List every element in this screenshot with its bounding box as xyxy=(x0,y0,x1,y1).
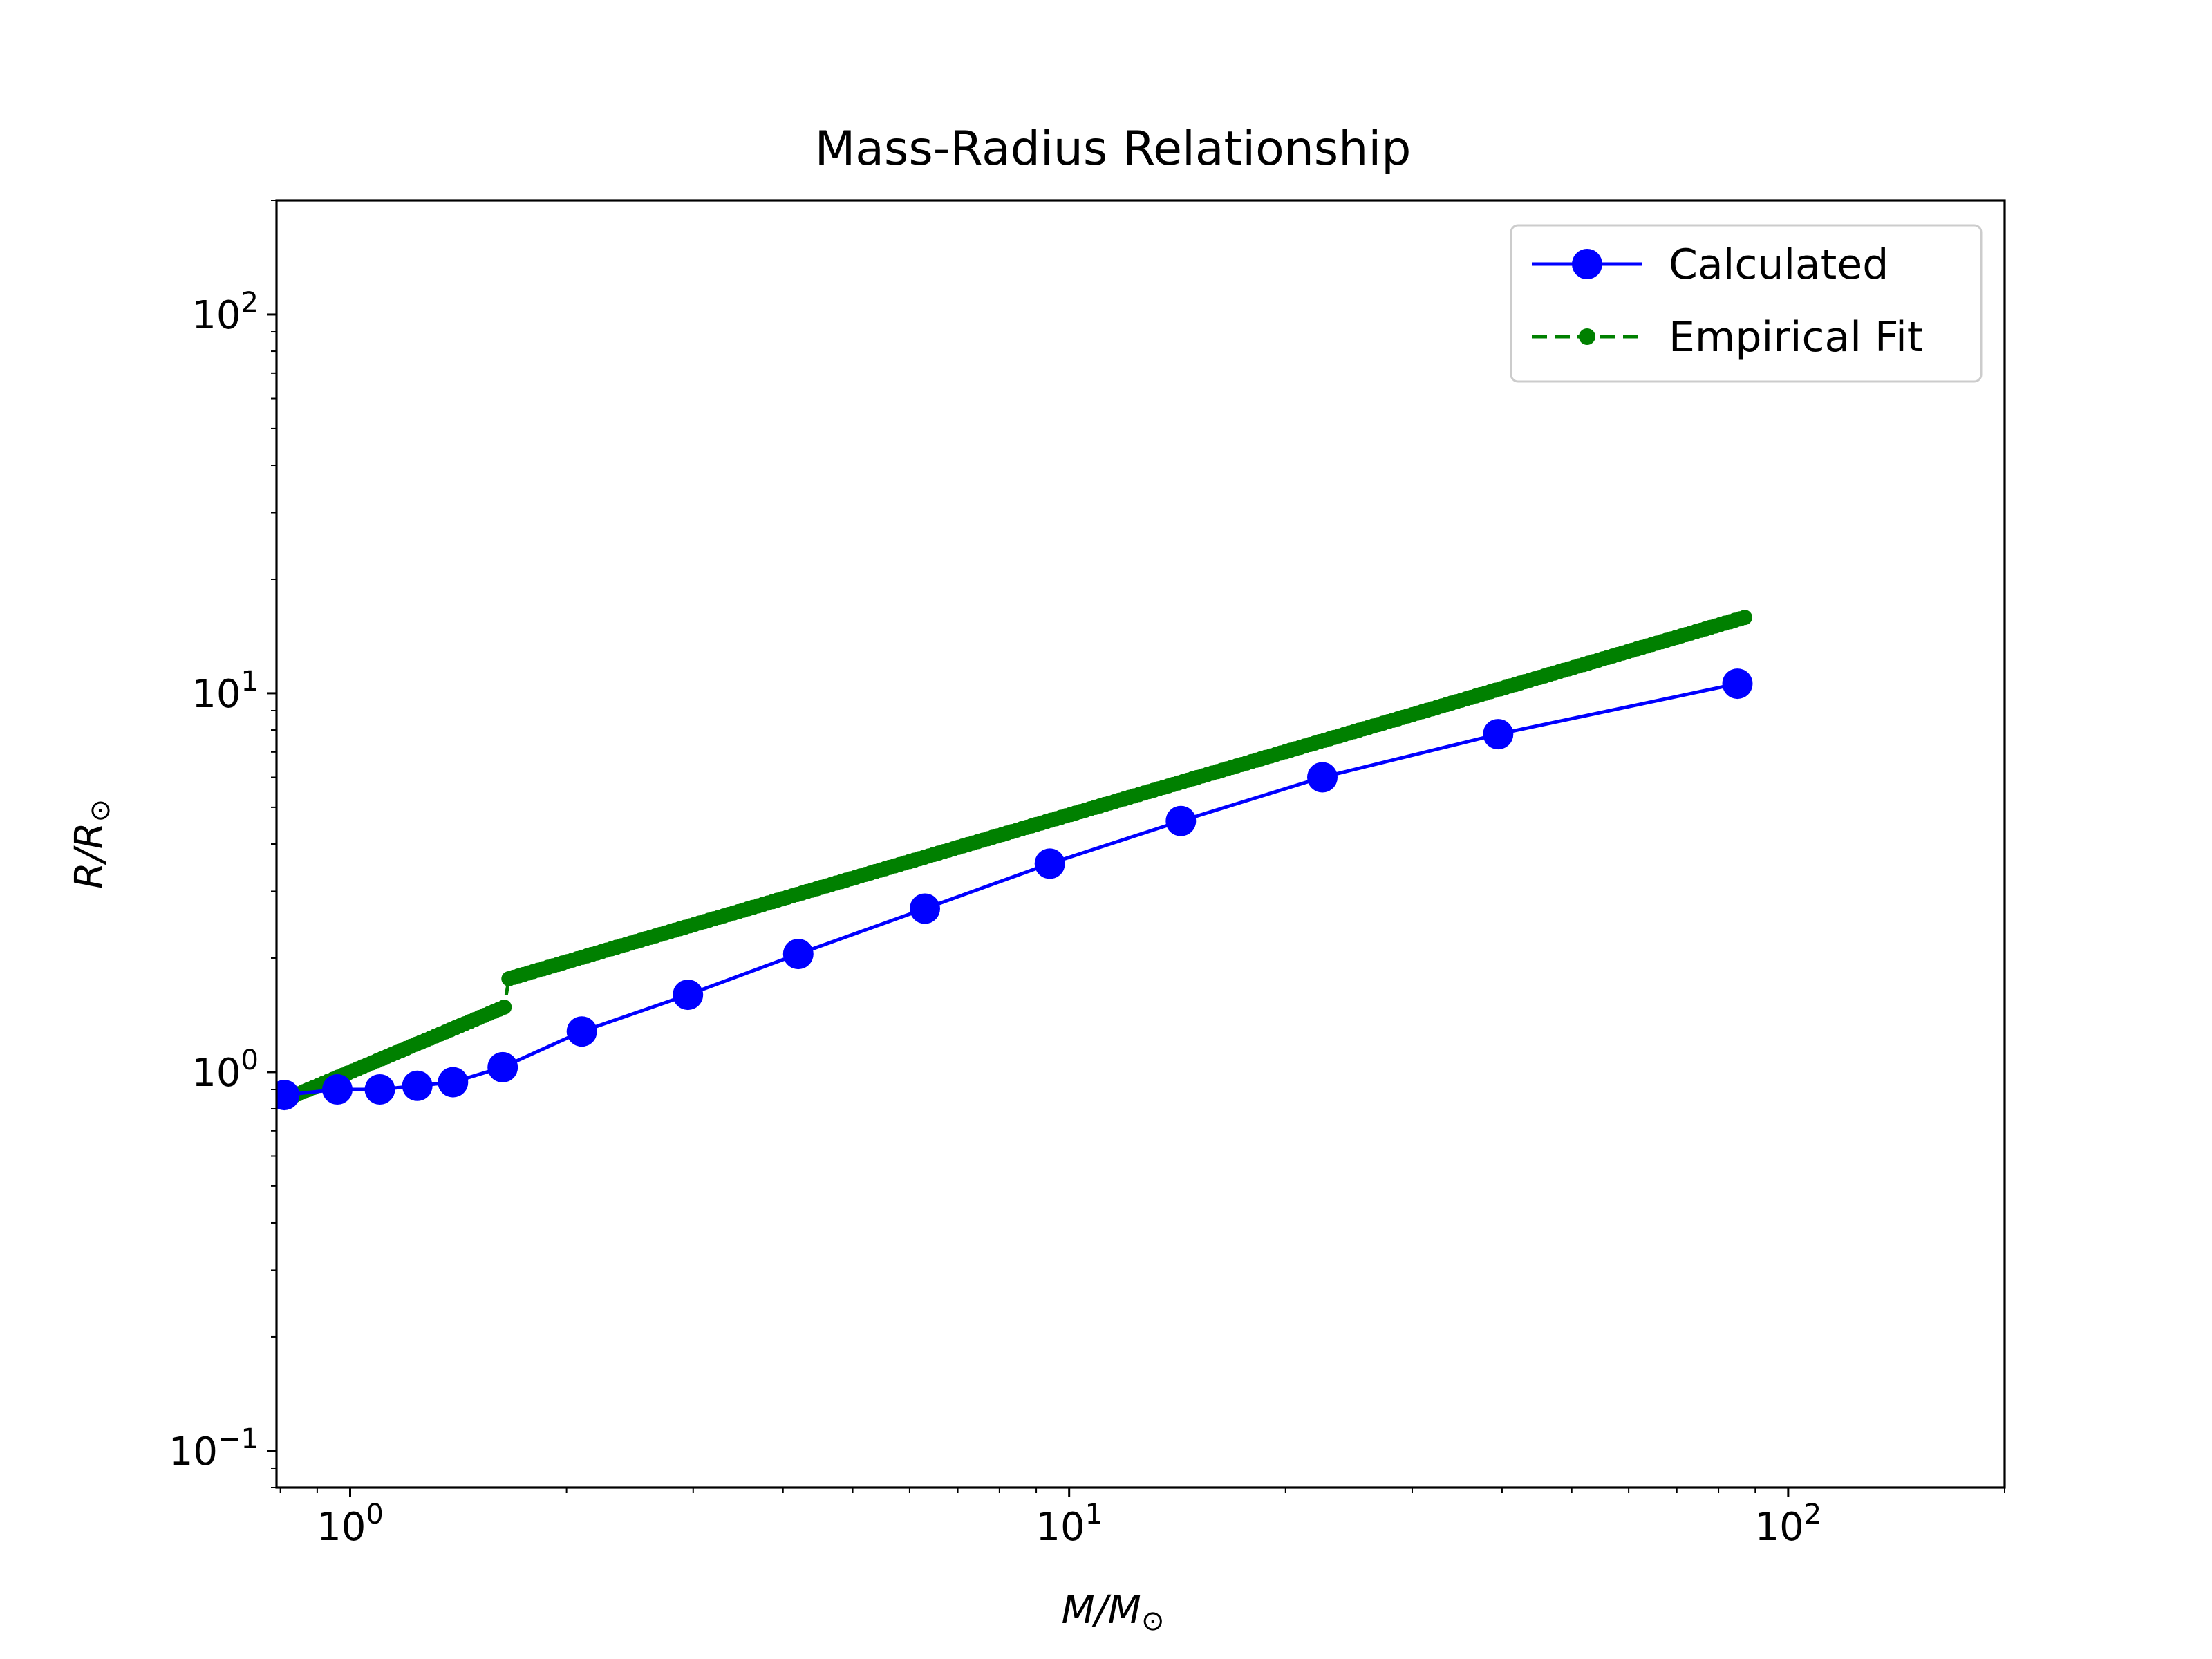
empirical-fit-point xyxy=(1737,610,1752,626)
calculated-point xyxy=(782,939,814,970)
legend-empirical-fit-label: Empirical Fit xyxy=(1669,313,1923,362)
calculated-point xyxy=(566,1016,597,1047)
series-layer xyxy=(276,610,1753,1111)
calculated-point xyxy=(910,893,940,924)
legend-calculated-marker xyxy=(1572,249,1602,279)
x-tick-label: 102 xyxy=(1755,1499,1822,1550)
x-tick-label: 101 xyxy=(1035,1499,1103,1550)
calculated-point xyxy=(1483,719,1514,750)
calculated-point xyxy=(1722,668,1753,700)
axis-ticks: 100 101 102 10−1 100 101 102 xyxy=(169,200,2005,1550)
legend-empirical-fit-marker xyxy=(1579,328,1595,345)
plot-area xyxy=(276,610,1753,1111)
y-tick-label: 100 xyxy=(191,1044,259,1096)
calculated-point xyxy=(673,980,704,1011)
x-axis-label: M/M⊙ xyxy=(1061,1588,1164,1637)
plot-frame xyxy=(275,199,2006,1489)
y-tick-label: 102 xyxy=(191,287,259,338)
calculated-point xyxy=(1307,762,1338,793)
calculated-point xyxy=(1034,848,1065,879)
legend-calculated-label: Calculated xyxy=(1669,241,1888,289)
calculated-point xyxy=(1165,805,1197,836)
calculated-point xyxy=(276,1080,300,1111)
empirical-fit-point xyxy=(496,1000,512,1015)
y-axis-label: R/R⊙ xyxy=(67,799,116,889)
chart-title: Mass-Radius Relationship xyxy=(815,122,1412,176)
legend: Calculated Empirical Fit xyxy=(1510,224,1983,383)
y-tick-label: 101 xyxy=(191,666,259,717)
x-tick-label: 100 xyxy=(317,1499,384,1550)
calculated-point xyxy=(402,1070,433,1101)
calculated-point xyxy=(487,1051,518,1082)
y-tick-label: 10−1 xyxy=(169,1423,259,1474)
calculated-point xyxy=(364,1074,395,1105)
calculated-point xyxy=(322,1074,353,1105)
calculated-point xyxy=(438,1067,469,1098)
